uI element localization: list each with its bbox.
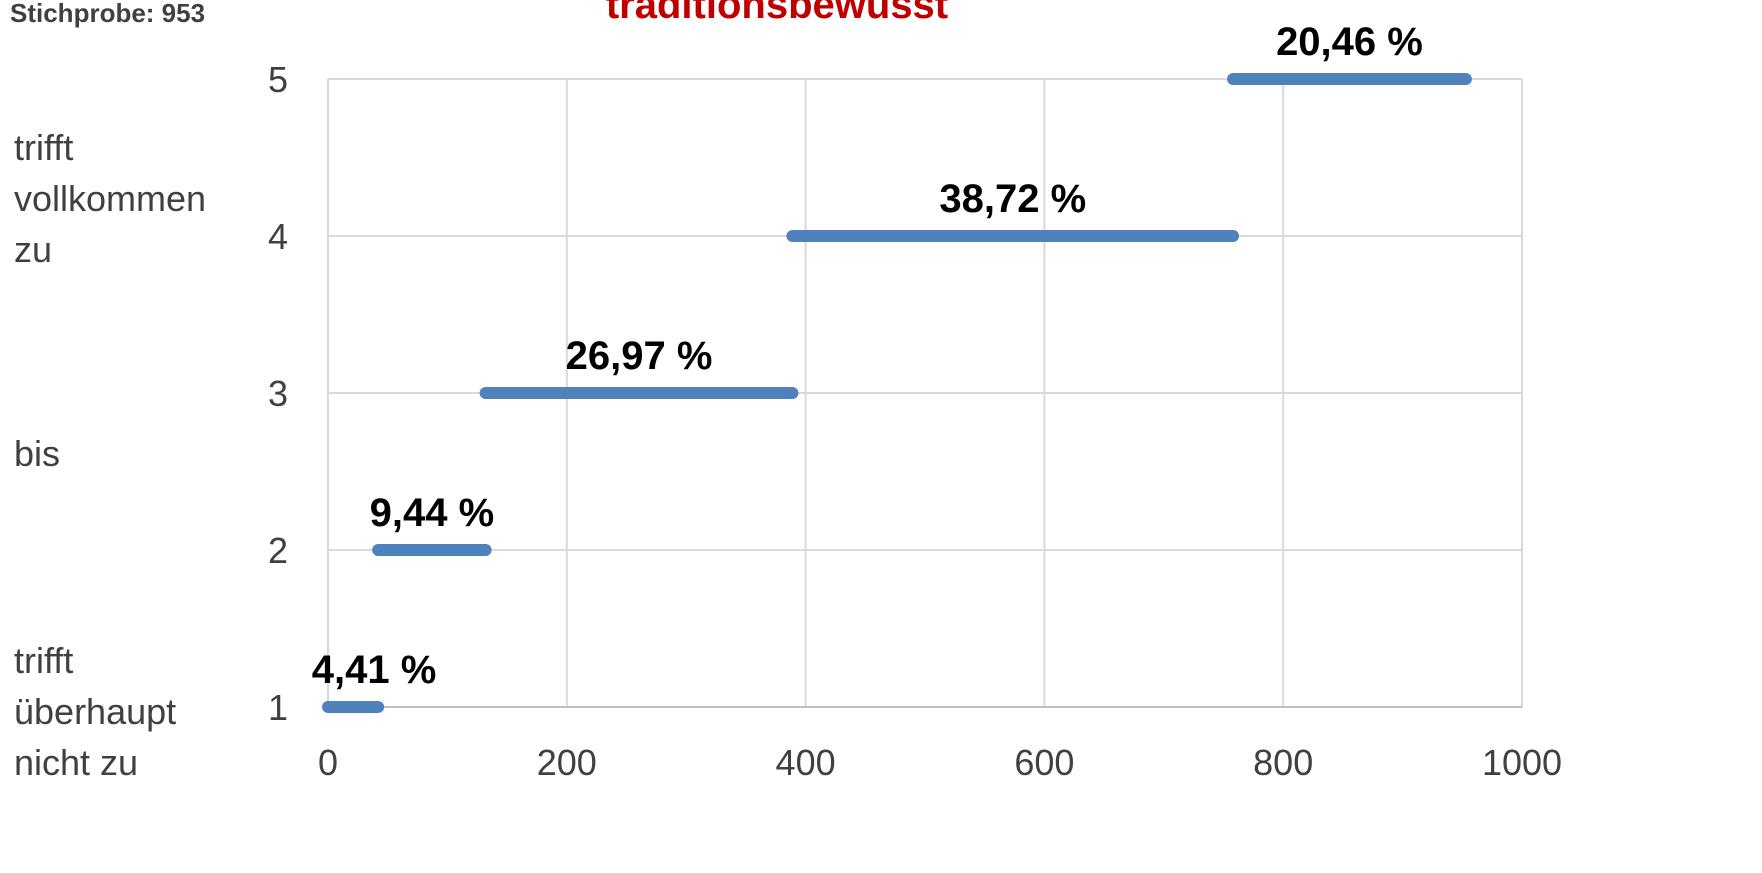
data-label: 26,97 % [566,334,713,378]
x-tick-label: 200 [537,742,597,783]
side-label: trifft überhaupt nicht zu [14,640,177,783]
subtitle: Stichprobe: 953 [10,0,205,28]
data-label: 4,41 % [312,648,437,692]
x-tick-label: 1000 [1482,742,1562,783]
x-tick-label: 600 [1014,742,1074,783]
side-label: bis [14,433,61,474]
chart-title: traditionsbewusst [606,0,948,27]
data-label: 20,46 % [1276,20,1423,64]
x-tick-label: 400 [776,742,836,783]
y-tick-label: 2 [268,530,288,571]
y-tick-label: 1 [268,687,288,728]
y-tick-label: 3 [268,373,288,414]
y-tick-label: 4 [268,216,288,257]
data-label: 38,72 % [939,177,1086,221]
y-tick-label: 5 [268,59,288,100]
x-tick-label: 0 [318,742,338,783]
side-label: trifft vollkommen zu [14,127,207,270]
x-tick-label: 800 [1253,742,1313,783]
data-label: 9,44 % [370,491,495,535]
